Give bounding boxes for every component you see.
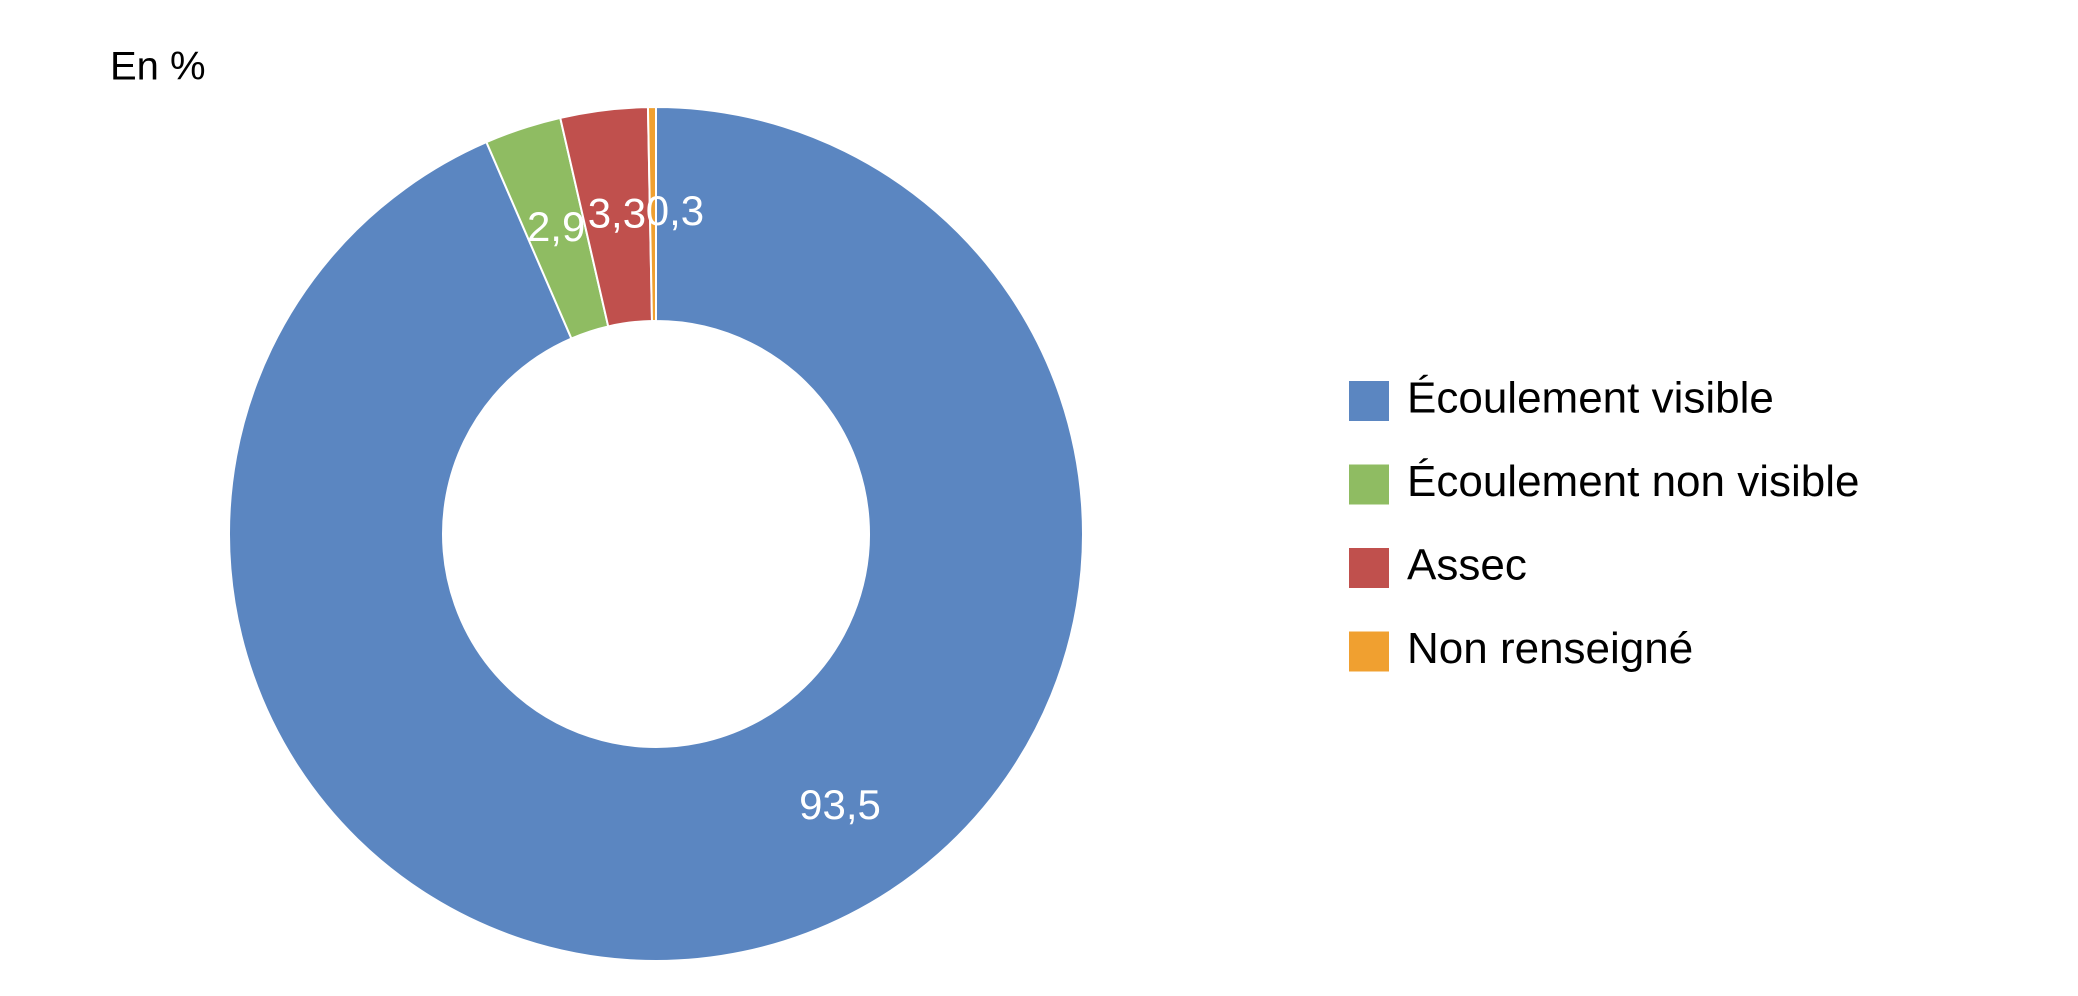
chart-title: En % bbox=[110, 45, 206, 89]
data-label: 2,9 bbox=[527, 203, 585, 250]
legend-swatch bbox=[1349, 464, 1389, 505]
legend-label: Écoulement non visible bbox=[1407, 457, 1859, 506]
legend-label: Non renseigné bbox=[1407, 624, 1693, 673]
legend-label: Écoulement visible bbox=[1407, 374, 1774, 423]
legend-swatch bbox=[1349, 548, 1389, 588]
legend-swatch bbox=[1349, 631, 1389, 672]
legend-label: Assec bbox=[1407, 541, 1527, 590]
data-label: 0,3 bbox=[646, 187, 704, 234]
data-label: 93,5 bbox=[799, 781, 881, 828]
donut-slice bbox=[228, 105, 1085, 962]
donut-slice bbox=[646, 105, 657, 323]
data-label: 3,3 bbox=[588, 189, 646, 236]
legend-swatch bbox=[1349, 381, 1389, 421]
